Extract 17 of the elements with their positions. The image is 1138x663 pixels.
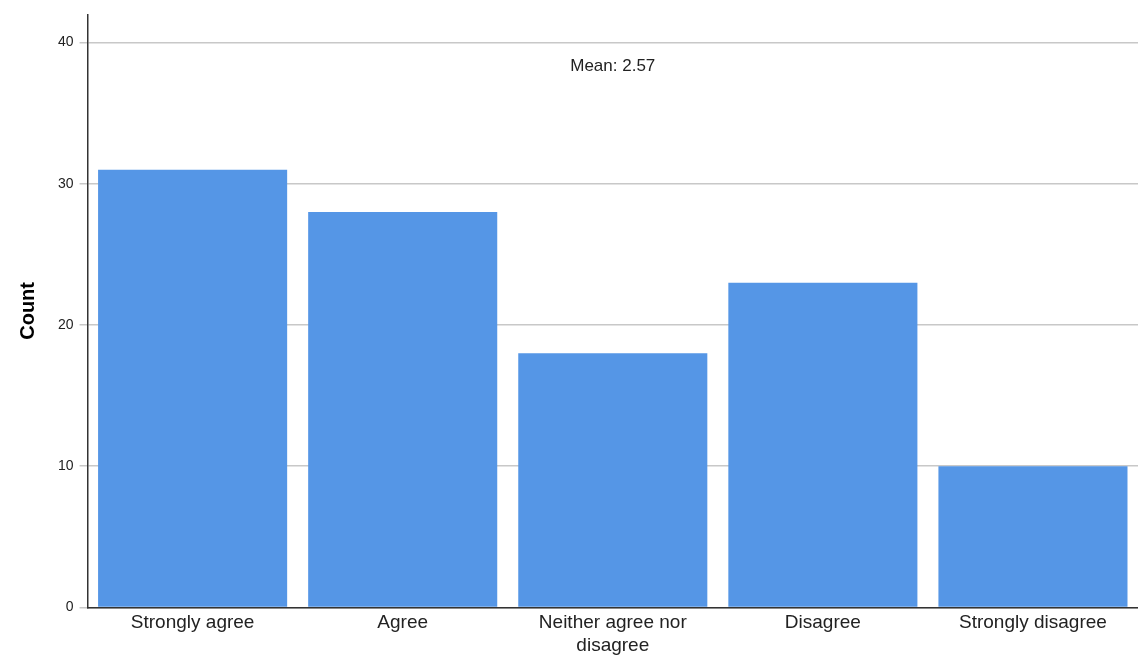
x-tick-label: Neither agree nor disagree <box>538 611 688 655</box>
bar <box>938 466 1128 607</box>
x-tick-label: Agree <box>377 611 429 633</box>
y-axis-title: Count <box>15 281 38 340</box>
x-tick-label: Disagree <box>784 611 861 633</box>
bar <box>728 282 918 607</box>
bar <box>518 353 708 607</box>
x-tick-label: Strongly agree <box>130 611 255 633</box>
bar <box>308 212 498 607</box>
x-tick-label: Strongly disagree <box>959 611 1107 633</box>
y-tick-label: 30 <box>57 174 74 191</box>
y-tick-label: 10 <box>57 457 74 474</box>
bar <box>98 169 288 607</box>
y-tick-label: 20 <box>57 315 74 332</box>
y-tick-label: 40 <box>57 33 74 50</box>
annotation: Mean: 2.57 <box>570 56 656 76</box>
y-tick-label: 0 <box>65 598 74 615</box>
